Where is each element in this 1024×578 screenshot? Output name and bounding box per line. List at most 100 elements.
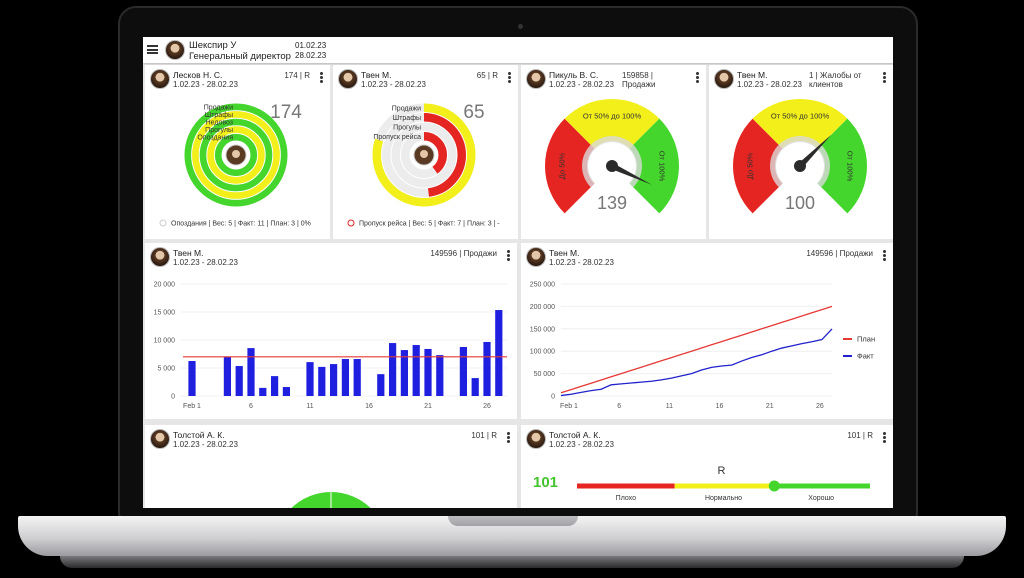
- gauge-value: 139: [597, 193, 627, 213]
- y-tick-label: 150 000: [530, 326, 555, 333]
- bar: [259, 387, 267, 396]
- gauge-zone-label: От 50% до 100%: [583, 112, 642, 121]
- gauge-zone-label: От 100%: [658, 151, 667, 182]
- footer-icon: [347, 219, 355, 227]
- widget-menu[interactable]: [883, 432, 886, 443]
- date-from[interactable]: 01.02.23: [295, 41, 327, 50]
- ring-arc: [199, 118, 273, 192]
- widget-name: Лесков Н. С.: [173, 70, 223, 80]
- menu-dot: [883, 76, 886, 79]
- widget-menu[interactable]: [696, 72, 699, 83]
- camera: [518, 24, 523, 29]
- slider-zone-label: Плохо: [616, 495, 636, 502]
- widget-name: Твен М.: [549, 248, 580, 258]
- menu-dot: [508, 80, 511, 83]
- y-tick-label: 100 000: [530, 349, 555, 356]
- ring-arc: [192, 111, 280, 199]
- widget-menu[interactable]: [883, 72, 886, 83]
- gauge-inner-ring: [582, 136, 642, 188]
- widget-name: Толстой А. К.: [173, 430, 225, 440]
- widget-menu[interactable]: [508, 72, 511, 83]
- widget-name: Пикуль В. С.: [549, 70, 599, 80]
- bar: [471, 378, 479, 396]
- widget-period: 1.02.23 - 28.02.23: [549, 258, 614, 267]
- ring-label: Прогулы: [205, 127, 233, 134]
- widget-period: 1.02.23 - 28.02.23: [173, 80, 238, 89]
- widget-period: 1.02.23 - 28.02.23: [173, 440, 238, 449]
- date-to[interactable]: 28.02.23: [295, 51, 327, 60]
- legend-label: Факт: [857, 352, 874, 361]
- x-tick-label: 6: [249, 403, 253, 410]
- bar: [353, 359, 361, 396]
- center-face: [232, 150, 240, 158]
- bar: [389, 343, 397, 396]
- ring-footer: Пропуск рейса | Вес: 5 | Факт: 7 | План:…: [359, 220, 500, 228]
- x-tick-label: 26: [483, 403, 491, 410]
- gauge-value: 100: [785, 193, 815, 213]
- widget-info: 1 | Жалобы от клиентов: [809, 71, 862, 89]
- slider-value: 101: [533, 474, 558, 491]
- widget-period: 1.02.23 - 28.02.23: [737, 80, 802, 89]
- bar: [483, 341, 491, 396]
- widget-period: 1.02.23 - 28.02.23: [549, 440, 614, 449]
- menu-dot: [883, 432, 886, 435]
- x-tick-label: 21: [424, 403, 432, 410]
- gauge-zone: [752, 99, 848, 149]
- user-avatar: [165, 40, 185, 60]
- widget-period: 1.02.23 - 28.02.23: [361, 80, 426, 89]
- widget-menu[interactable]: [507, 432, 510, 443]
- menu-dot: [320, 80, 323, 83]
- bar: [318, 366, 326, 396]
- menu-button[interactable]: [147, 45, 158, 54]
- menu-dot: [883, 80, 886, 83]
- slider-title: R: [718, 465, 726, 477]
- bar: [341, 359, 349, 396]
- bar: [436, 355, 444, 396]
- ring-label: Продажи: [204, 104, 233, 111]
- series-line: [560, 328, 833, 397]
- menu-dot: [507, 258, 510, 261]
- gauge-zone-label: До 50%: [558, 152, 567, 179]
- widget-menu[interactable]: [883, 250, 886, 261]
- menu-dot: [507, 440, 510, 443]
- x-tick-label: 26: [816, 403, 824, 410]
- widget-avatar: [714, 69, 734, 89]
- widget-card: Продажи Штрафы Прогулы Пропуск рейса 65 Пропу…: [333, 65, 518, 239]
- gauge-hub: [794, 160, 806, 172]
- bar: [188, 361, 196, 396]
- y-tick-label: 250 000: [530, 282, 555, 289]
- bar: [459, 347, 467, 396]
- bar: [247, 348, 255, 396]
- widget-chart: До 50% От 50% до 100% От 100% 100: [733, 99, 867, 214]
- slider-zone: [772, 483, 870, 489]
- y-tick-label: 200 000: [530, 304, 555, 311]
- gauge-zone-label: До 50%: [746, 152, 755, 179]
- screen: Шекспир У Генеральный директор 0 1.02.23 …: [143, 37, 893, 508]
- menu-dot: [883, 250, 886, 253]
- menu-dot: [696, 76, 699, 79]
- bar: [424, 348, 432, 396]
- widget-menu[interactable]: [320, 72, 323, 83]
- bar: [377, 374, 385, 396]
- widget-chart: 101 R Плохо Нормально Хорошо: [533, 465, 870, 502]
- ring-label: Прогулы: [393, 124, 421, 131]
- ring-label: Штрафы: [393, 115, 421, 122]
- gauge-zone: [629, 118, 679, 214]
- slider-zone-label: Нормально: [705, 495, 742, 502]
- ring-label: Пропуск рейса: [373, 133, 421, 141]
- menu-dot: [696, 80, 699, 83]
- widget-chart: До 50% От 50% до 100% От 100% 139: [545, 99, 679, 214]
- gauge-needle: [610, 163, 652, 185]
- widget-menu[interactable]: [507, 250, 510, 261]
- widget-info: 149596 | Продажи: [806, 249, 873, 258]
- widget-card: До 50% От 50% до 100% От 100% 100 Твен М. 1.0…: [709, 65, 893, 239]
- widget-card: До 50% От 50% до 100% От 100% 139 Пикуль В. …: [521, 65, 706, 239]
- series-line: [560, 305, 833, 394]
- widget-name: Твен М.: [173, 248, 204, 258]
- y-tick-label: 10 000: [154, 338, 176, 345]
- ring-label: Опоздания: [197, 135, 233, 142]
- gauge-inner-ring: [770, 136, 830, 188]
- gauge-zone: [564, 99, 660, 149]
